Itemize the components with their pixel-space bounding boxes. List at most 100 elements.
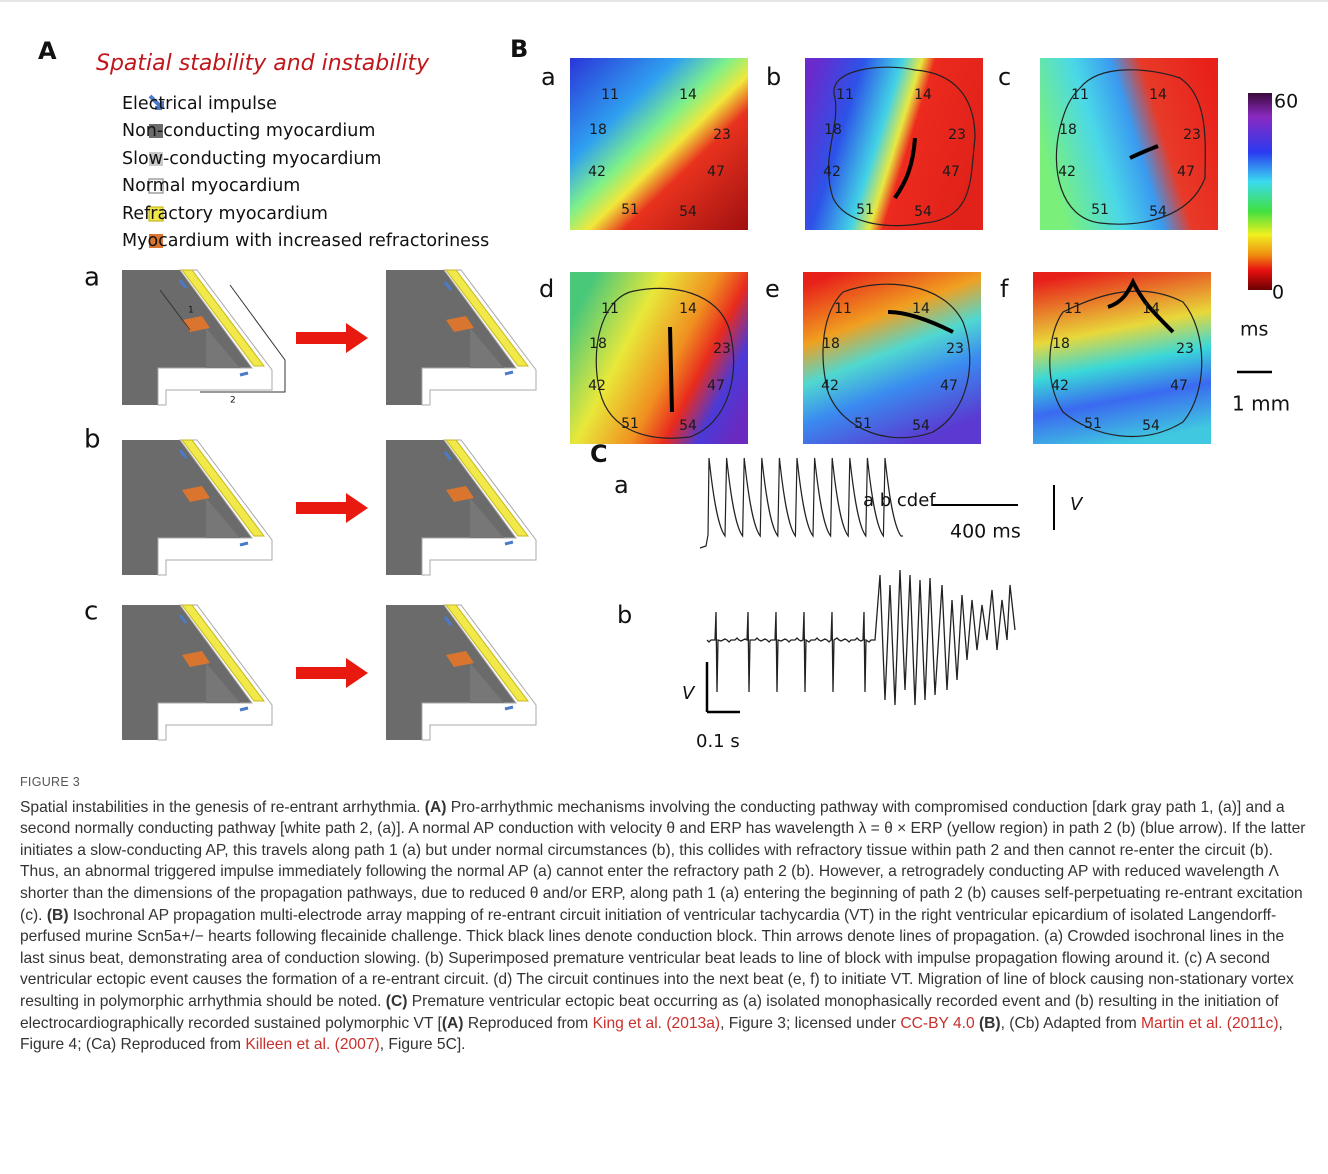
electrode-label: 47 xyxy=(940,378,958,394)
isochronal-map: 11 14 18 23 42 47 51 54 xyxy=(805,58,983,230)
activation-map xyxy=(570,58,748,230)
license-link[interactable]: CC-BY 4.0 xyxy=(900,1014,975,1032)
isochronal-map: 11 14 18 23 42 47 51 54 xyxy=(1033,272,1211,444)
isochrone-line xyxy=(822,283,971,439)
caption-bold: (A) xyxy=(424,798,447,816)
caption-label: FIGURE 3 xyxy=(20,775,81,789)
color-bar xyxy=(1248,93,1272,290)
pathway-diagram xyxy=(385,269,537,406)
beat-markers: a b cdef xyxy=(863,490,936,511)
voltage-label: V xyxy=(682,683,696,704)
pathway-diagram xyxy=(121,439,273,576)
citation-link[interactable]: King et al. (2013a) xyxy=(592,1014,721,1032)
red-arrow xyxy=(296,493,368,523)
electrode-label: 18 xyxy=(822,336,840,352)
electrode-label: 51 xyxy=(1084,416,1102,432)
scale-label: 1 mm xyxy=(1232,392,1290,416)
electrode-label: 11 xyxy=(834,301,852,317)
pathway-diagram xyxy=(385,439,537,576)
legend-label: Myocardium with increased refractoriness xyxy=(122,231,489,251)
pathway-diagram xyxy=(121,269,273,406)
conduction-block xyxy=(668,326,674,413)
panel-letter: B xyxy=(510,35,528,63)
panel-letter: C xyxy=(590,440,608,468)
trace-label: a xyxy=(614,471,629,499)
isochronal-map: 11 14 18 23 42 47 51 54 xyxy=(803,272,981,444)
path-bracket xyxy=(159,289,191,331)
caption-bold: (A) xyxy=(441,1014,464,1032)
isochrone-line xyxy=(1055,69,1206,225)
electrode-label: 47 xyxy=(707,164,725,180)
caption-text: Premature ventricular ectopic beat occur… xyxy=(20,992,1279,1032)
activation-map xyxy=(570,272,748,444)
colorbar-min: 0 xyxy=(1272,282,1284,304)
electrode-label: 23 xyxy=(713,127,731,143)
caption-bold: (B) xyxy=(974,1014,1001,1032)
electrode-label: 14 xyxy=(679,87,697,103)
isochronal-map: 11 14 18 23 42 47 51 54 xyxy=(570,272,748,444)
electrode-label: 23 xyxy=(948,127,966,143)
time-scale-label: 0.1 s xyxy=(696,731,740,752)
caption-text: Pro-arrhythmic mechanisms involving the … xyxy=(20,798,1306,924)
colorbar-unit: ms xyxy=(1240,319,1268,341)
legend-label: Refractory myocardium xyxy=(122,204,328,224)
row-label: a xyxy=(84,263,100,293)
isochrone-line xyxy=(1049,290,1203,438)
pathway-diagram xyxy=(385,604,537,741)
electrode-label: 42 xyxy=(823,164,841,180)
electrode-label: 42 xyxy=(588,378,606,394)
conduction-block xyxy=(1129,144,1159,160)
legend-label: Slow-conducting myocardium xyxy=(122,149,381,169)
row-label: c xyxy=(84,597,98,627)
trace-label: b xyxy=(617,601,632,629)
conduction-block xyxy=(1107,277,1175,334)
pathway-diagram xyxy=(121,604,273,741)
caption-bold: (B) xyxy=(46,906,69,924)
citation-link[interactable]: Killeen et al. (2007) xyxy=(245,1036,380,1054)
action-potential-trace xyxy=(699,457,903,549)
legend-label: Non-conducting myocardium xyxy=(122,121,375,141)
electrode-label: 23 xyxy=(713,341,731,357)
electrode-label: 23 xyxy=(1183,127,1201,143)
electrode-label: 54 xyxy=(1142,418,1160,434)
electrode-label: 11 xyxy=(601,301,619,317)
citation-link[interactable]: Martin et al. (2011c) xyxy=(1141,1014,1279,1032)
panel-title: Spatial stability and instability xyxy=(96,51,430,76)
electrode-label: 23 xyxy=(946,341,964,357)
caption-text: , Figure 4; (Ca) Reproduced from xyxy=(20,1014,1283,1054)
red-arrow xyxy=(296,658,368,688)
electrode-label: 11 xyxy=(1064,301,1082,317)
electrode-label: 14 xyxy=(914,87,932,103)
electrode-label: 51 xyxy=(621,202,639,218)
impulse-arrow xyxy=(178,614,514,712)
legend-icon xyxy=(148,94,164,110)
electrode-label: 54 xyxy=(914,204,932,220)
caption-text: Isochronal AP propagation multi-electrod… xyxy=(20,906,1294,1010)
path-label: 1 xyxy=(188,306,194,316)
map-label: e xyxy=(765,275,780,303)
time-scale-label: 400 ms xyxy=(950,521,1021,543)
figure: A Spatial stability and instability Electr… xyxy=(0,0,1328,752)
legend-icon xyxy=(149,124,163,138)
impulse-arrow xyxy=(178,279,514,377)
legend-icon xyxy=(148,206,164,222)
electrode-label: 14 xyxy=(1149,87,1167,103)
electrode-label: 14 xyxy=(679,301,697,317)
electrode-label: 18 xyxy=(1052,336,1070,352)
electrode-label: 42 xyxy=(821,378,839,394)
electrode-label: 47 xyxy=(707,378,725,394)
caption-text: Reproduced from xyxy=(463,1014,593,1032)
colorbar-max: 60 xyxy=(1274,91,1298,113)
electrode-label: 11 xyxy=(1071,87,1089,103)
map-label: a xyxy=(541,63,556,91)
caption-text: , Figure 3; licensed under xyxy=(720,1014,901,1032)
activation-map xyxy=(1040,58,1218,230)
electrode-label: 23 xyxy=(1176,341,1194,357)
electrode-label: 42 xyxy=(1058,164,1076,180)
legend-label: Electrical impulse xyxy=(122,94,277,114)
caption-text: , (Cb) Adapted from xyxy=(1000,1014,1142,1032)
legend-icon xyxy=(148,178,164,194)
electrode-label: 11 xyxy=(836,87,854,103)
isochrone-line xyxy=(595,287,735,439)
impulse-arrow xyxy=(178,449,514,547)
